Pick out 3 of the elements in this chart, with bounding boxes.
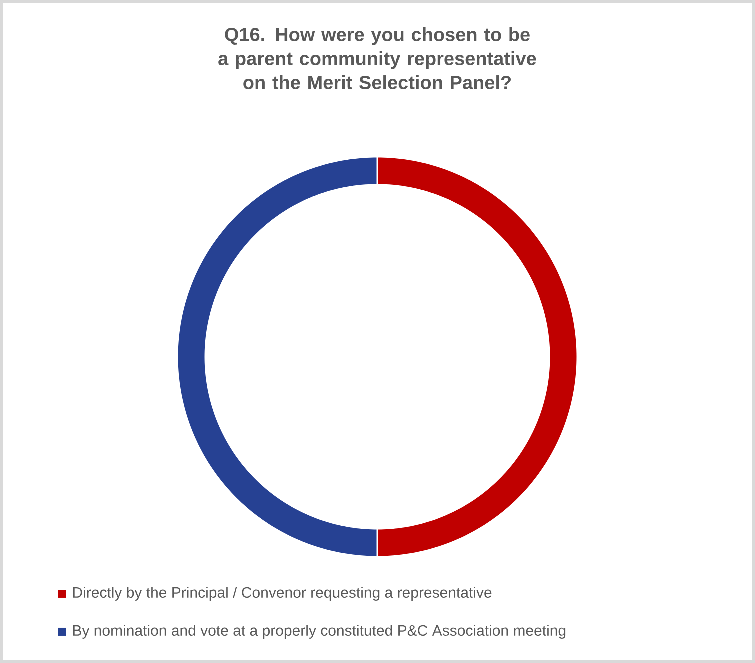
legend-label: Directly by the Principal / Convenor requesting a representative	[73, 586, 492, 601]
chart-title: Q16. How were you chosen to be a parent community representative on the Merit Selection Panel?	[218, 28, 536, 90]
legend-label: By nomination and vote at a properly constituted P&C Association meeting	[73, 624, 566, 639]
